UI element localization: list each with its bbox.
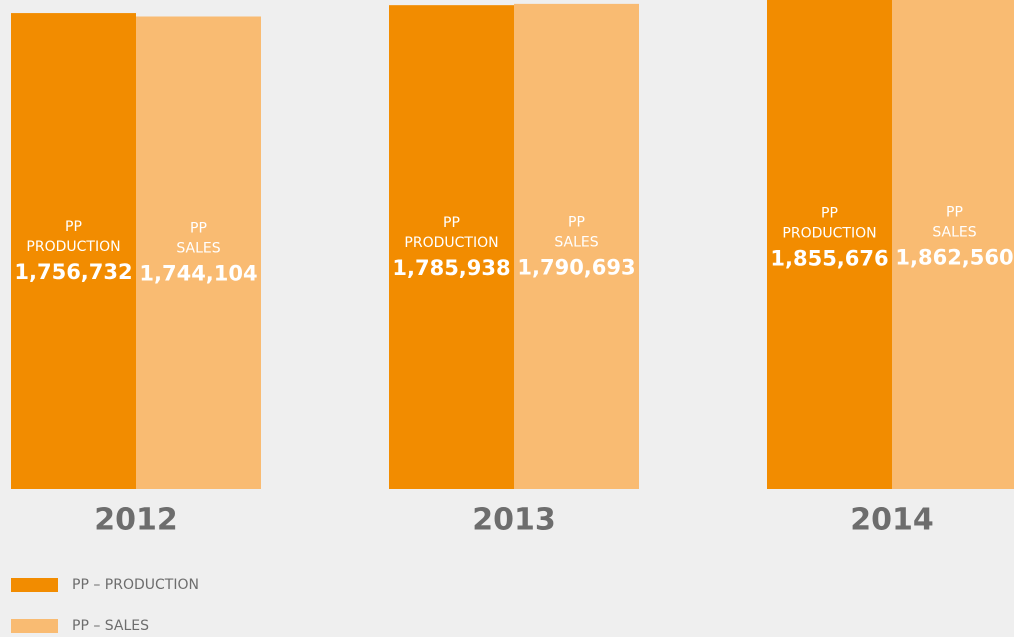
legend-swatch [11, 578, 58, 592]
bar-label: PP [821, 206, 838, 222]
bar-label: PP [443, 215, 460, 231]
bar-label: PP [65, 219, 82, 235]
bar [389, 5, 514, 490]
bar [767, 0, 892, 490]
bar-label: PP [946, 205, 963, 221]
bar-label: PP [568, 214, 585, 230]
bar-label: PRODUCTION [26, 239, 120, 255]
bar-label: PRODUCTION [404, 235, 498, 251]
value-label: 1,790,693 [517, 255, 635, 279]
value-label: 1,756,732 [14, 260, 132, 284]
x-tick-label: 2012 [94, 503, 178, 538]
bar-label: SALES [176, 241, 220, 257]
bar-label: PP [190, 221, 207, 237]
bar-label: SALES [554, 234, 598, 250]
bar-label: SALES [932, 225, 976, 241]
value-label: 1,855,676 [770, 247, 888, 271]
legend-swatch [11, 619, 58, 633]
bar-label: PRODUCTION [782, 226, 876, 242]
value-label: 1,785,938 [392, 256, 510, 280]
legend-label: PP – SALES [72, 618, 149, 634]
legend-label: PP – PRODUCTION [72, 577, 199, 593]
x-tick-label: 2014 [850, 503, 934, 538]
bar [11, 13, 136, 490]
x-tick-label: 2013 [472, 503, 556, 538]
value-label: 1,744,104 [139, 262, 257, 286]
value-label: 1,862,560 [895, 246, 1013, 270]
bar [514, 3, 639, 489]
bar [892, 0, 1014, 489]
bar [136, 16, 261, 489]
